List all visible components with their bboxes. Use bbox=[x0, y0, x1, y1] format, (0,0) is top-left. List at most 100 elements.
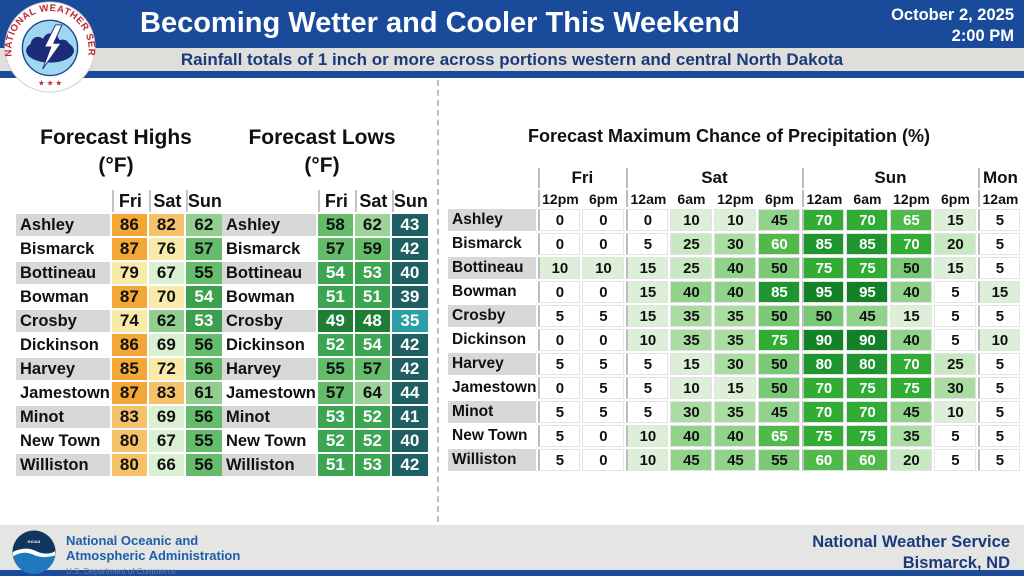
precip-cell: 75 bbox=[846, 377, 889, 399]
precip-cell: 0 bbox=[582, 281, 625, 303]
precip-cell: 5 bbox=[978, 401, 1021, 423]
city-label: Ashley bbox=[448, 209, 537, 231]
temp-cell: 86 bbox=[111, 334, 147, 356]
temp-cell: 41 bbox=[391, 406, 428, 428]
city-label: Williston bbox=[222, 454, 316, 476]
precip-cell: 15 bbox=[626, 305, 669, 327]
precip-cell: 15 bbox=[670, 353, 713, 375]
temp-cell: 86 bbox=[111, 214, 147, 236]
temp-cell: 62 bbox=[354, 214, 390, 236]
temp-cell: 76 bbox=[148, 238, 184, 260]
precip-cell: 5 bbox=[934, 305, 977, 327]
precip-cell: 15 bbox=[890, 305, 933, 327]
temp-cell: 58 bbox=[317, 214, 353, 236]
temp-cell: 56 bbox=[185, 406, 222, 428]
precip-cell: 40 bbox=[890, 329, 933, 351]
precip-cell: 80 bbox=[802, 353, 845, 375]
precip-cell: 10 bbox=[626, 329, 669, 351]
precip-cell: 45 bbox=[670, 449, 713, 471]
precip-cell: 5 bbox=[978, 209, 1021, 231]
time-column-header: 6pm bbox=[934, 190, 977, 207]
corner-cell bbox=[448, 190, 536, 207]
corner-cell bbox=[16, 190, 110, 212]
precip-cell: 5 bbox=[978, 353, 1021, 375]
precip-cell: 0 bbox=[582, 209, 625, 231]
precip-cell: 45 bbox=[890, 401, 933, 423]
city-label: Dickinson bbox=[222, 334, 316, 356]
temp-cell: 69 bbox=[148, 334, 184, 356]
time-column-header: 6pm bbox=[582, 190, 625, 207]
temp-cell: 52 bbox=[317, 430, 353, 452]
temp-cell: 64 bbox=[354, 382, 390, 404]
precip-cell: 35 bbox=[714, 329, 757, 351]
footer-blue-bar bbox=[0, 570, 1024, 576]
day-column-header: Sat bbox=[354, 190, 390, 212]
city-label: Ashley bbox=[16, 214, 110, 236]
precip-cell: 0 bbox=[538, 329, 581, 351]
precip-cell: 50 bbox=[758, 257, 801, 279]
precip-cell: 30 bbox=[934, 377, 977, 399]
temp-cell: 53 bbox=[185, 310, 222, 332]
precip-cell: 0 bbox=[582, 329, 625, 351]
precip-cell: 95 bbox=[802, 281, 845, 303]
temp-cell: 48 bbox=[354, 310, 390, 332]
noaa-attribution: National Oceanic and Atmospheric Adminis… bbox=[66, 533, 241, 576]
precip-cell: 40 bbox=[890, 281, 933, 303]
temp-cell: 56 bbox=[185, 358, 222, 380]
precip-cell: 45 bbox=[758, 401, 801, 423]
city-label: Jamestown bbox=[16, 382, 110, 404]
day-group-header: Fri bbox=[538, 168, 625, 188]
precip-cell: 50 bbox=[890, 257, 933, 279]
temp-cell: 87 bbox=[111, 382, 147, 404]
city-label: Minot bbox=[16, 406, 110, 428]
precip-cell: 20 bbox=[934, 233, 977, 255]
precip-chance-table: Fri Sat Sun Mon 12pm 6pm 12am 6am 12pm 6pm 12am 6am… bbox=[446, 166, 1022, 473]
temp-cell: 80 bbox=[111, 430, 147, 452]
precip-cell: 5 bbox=[934, 281, 977, 303]
precip-cell: 15 bbox=[714, 377, 757, 399]
precip-cell: 75 bbox=[802, 425, 845, 447]
precip-cell: 75 bbox=[846, 257, 889, 279]
temp-cell: 44 bbox=[391, 382, 428, 404]
office-attribution: National Weather Service Bismarck, ND bbox=[812, 533, 1010, 573]
header-banner bbox=[0, 0, 1024, 48]
precip-cell: 20 bbox=[890, 449, 933, 471]
precip-cell: 25 bbox=[934, 353, 977, 375]
temp-cell: 62 bbox=[185, 214, 222, 236]
page-title: Becoming Wetter and Cooler This Weekend bbox=[140, 7, 740, 39]
temp-cell: 80 bbox=[111, 454, 147, 476]
temp-cell: 82 bbox=[148, 214, 184, 236]
precip-cell: 75 bbox=[890, 377, 933, 399]
precip-cell: 15 bbox=[978, 281, 1021, 303]
day-column-header: Sat bbox=[148, 190, 184, 212]
time-column-header: 6pm bbox=[758, 190, 801, 207]
temp-cell: 62 bbox=[148, 310, 184, 332]
precip-cell: 15 bbox=[934, 257, 977, 279]
city-label: Bowman bbox=[16, 286, 110, 308]
city-label: Dickinson bbox=[16, 334, 110, 356]
lows-table-title: Forecast Lows (°F) bbox=[248, 126, 396, 177]
precip-cell: 10 bbox=[978, 329, 1021, 351]
precip-cell: 10 bbox=[670, 209, 713, 231]
headline-subtitle: Rainfall totals of 1 inch or more across… bbox=[180, 50, 844, 69]
precip-cell: 70 bbox=[846, 401, 889, 423]
city-label: New Town bbox=[16, 430, 110, 452]
temp-cell: 51 bbox=[317, 454, 353, 476]
temp-cell: 55 bbox=[185, 430, 222, 452]
precip-cell: 65 bbox=[890, 209, 933, 231]
precip-cell: 70 bbox=[802, 377, 845, 399]
precip-cell: 70 bbox=[846, 209, 889, 231]
city-label: New Town bbox=[222, 430, 316, 452]
city-label: Williston bbox=[448, 449, 537, 471]
precip-cell: 45 bbox=[714, 449, 757, 471]
precip-cell: 5 bbox=[582, 353, 625, 375]
precip-cell: 5 bbox=[538, 305, 581, 327]
precip-cell: 25 bbox=[670, 257, 713, 279]
precip-cell: 45 bbox=[758, 209, 801, 231]
precip-cell: 15 bbox=[626, 281, 669, 303]
city-label: Jamestown bbox=[222, 382, 316, 404]
city-label: Bowman bbox=[222, 286, 316, 308]
city-label: Bismarck bbox=[222, 238, 316, 260]
city-label: Bismarck bbox=[16, 238, 110, 260]
